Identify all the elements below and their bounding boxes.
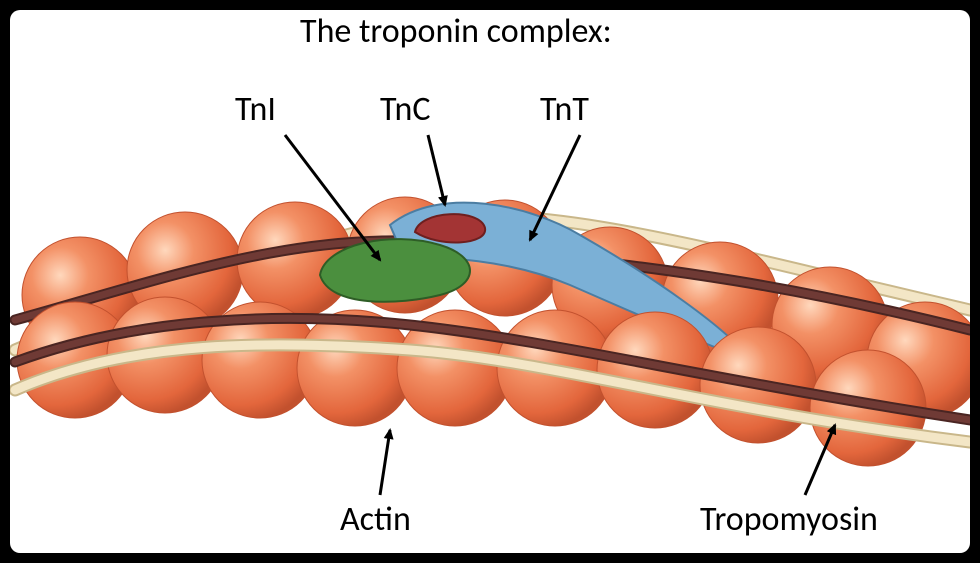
- diagram-svg: The troponin complex: TnI TnC TnT Actin …: [10, 10, 970, 553]
- label-tnt: TnT: [540, 89, 589, 130]
- label-actin: Actin: [340, 499, 411, 540]
- arrow-tnc: [428, 135, 445, 205]
- arrow-actin: [380, 430, 390, 495]
- label-tropomyosin: Tropomyosin: [700, 499, 878, 540]
- label-tnc: TnC: [380, 89, 430, 130]
- diagram-frame: The troponin complex: TnI TnC TnT Actin …: [10, 10, 970, 553]
- label-tni: TnI: [235, 89, 276, 130]
- diagram-title: The troponin complex:: [300, 11, 612, 52]
